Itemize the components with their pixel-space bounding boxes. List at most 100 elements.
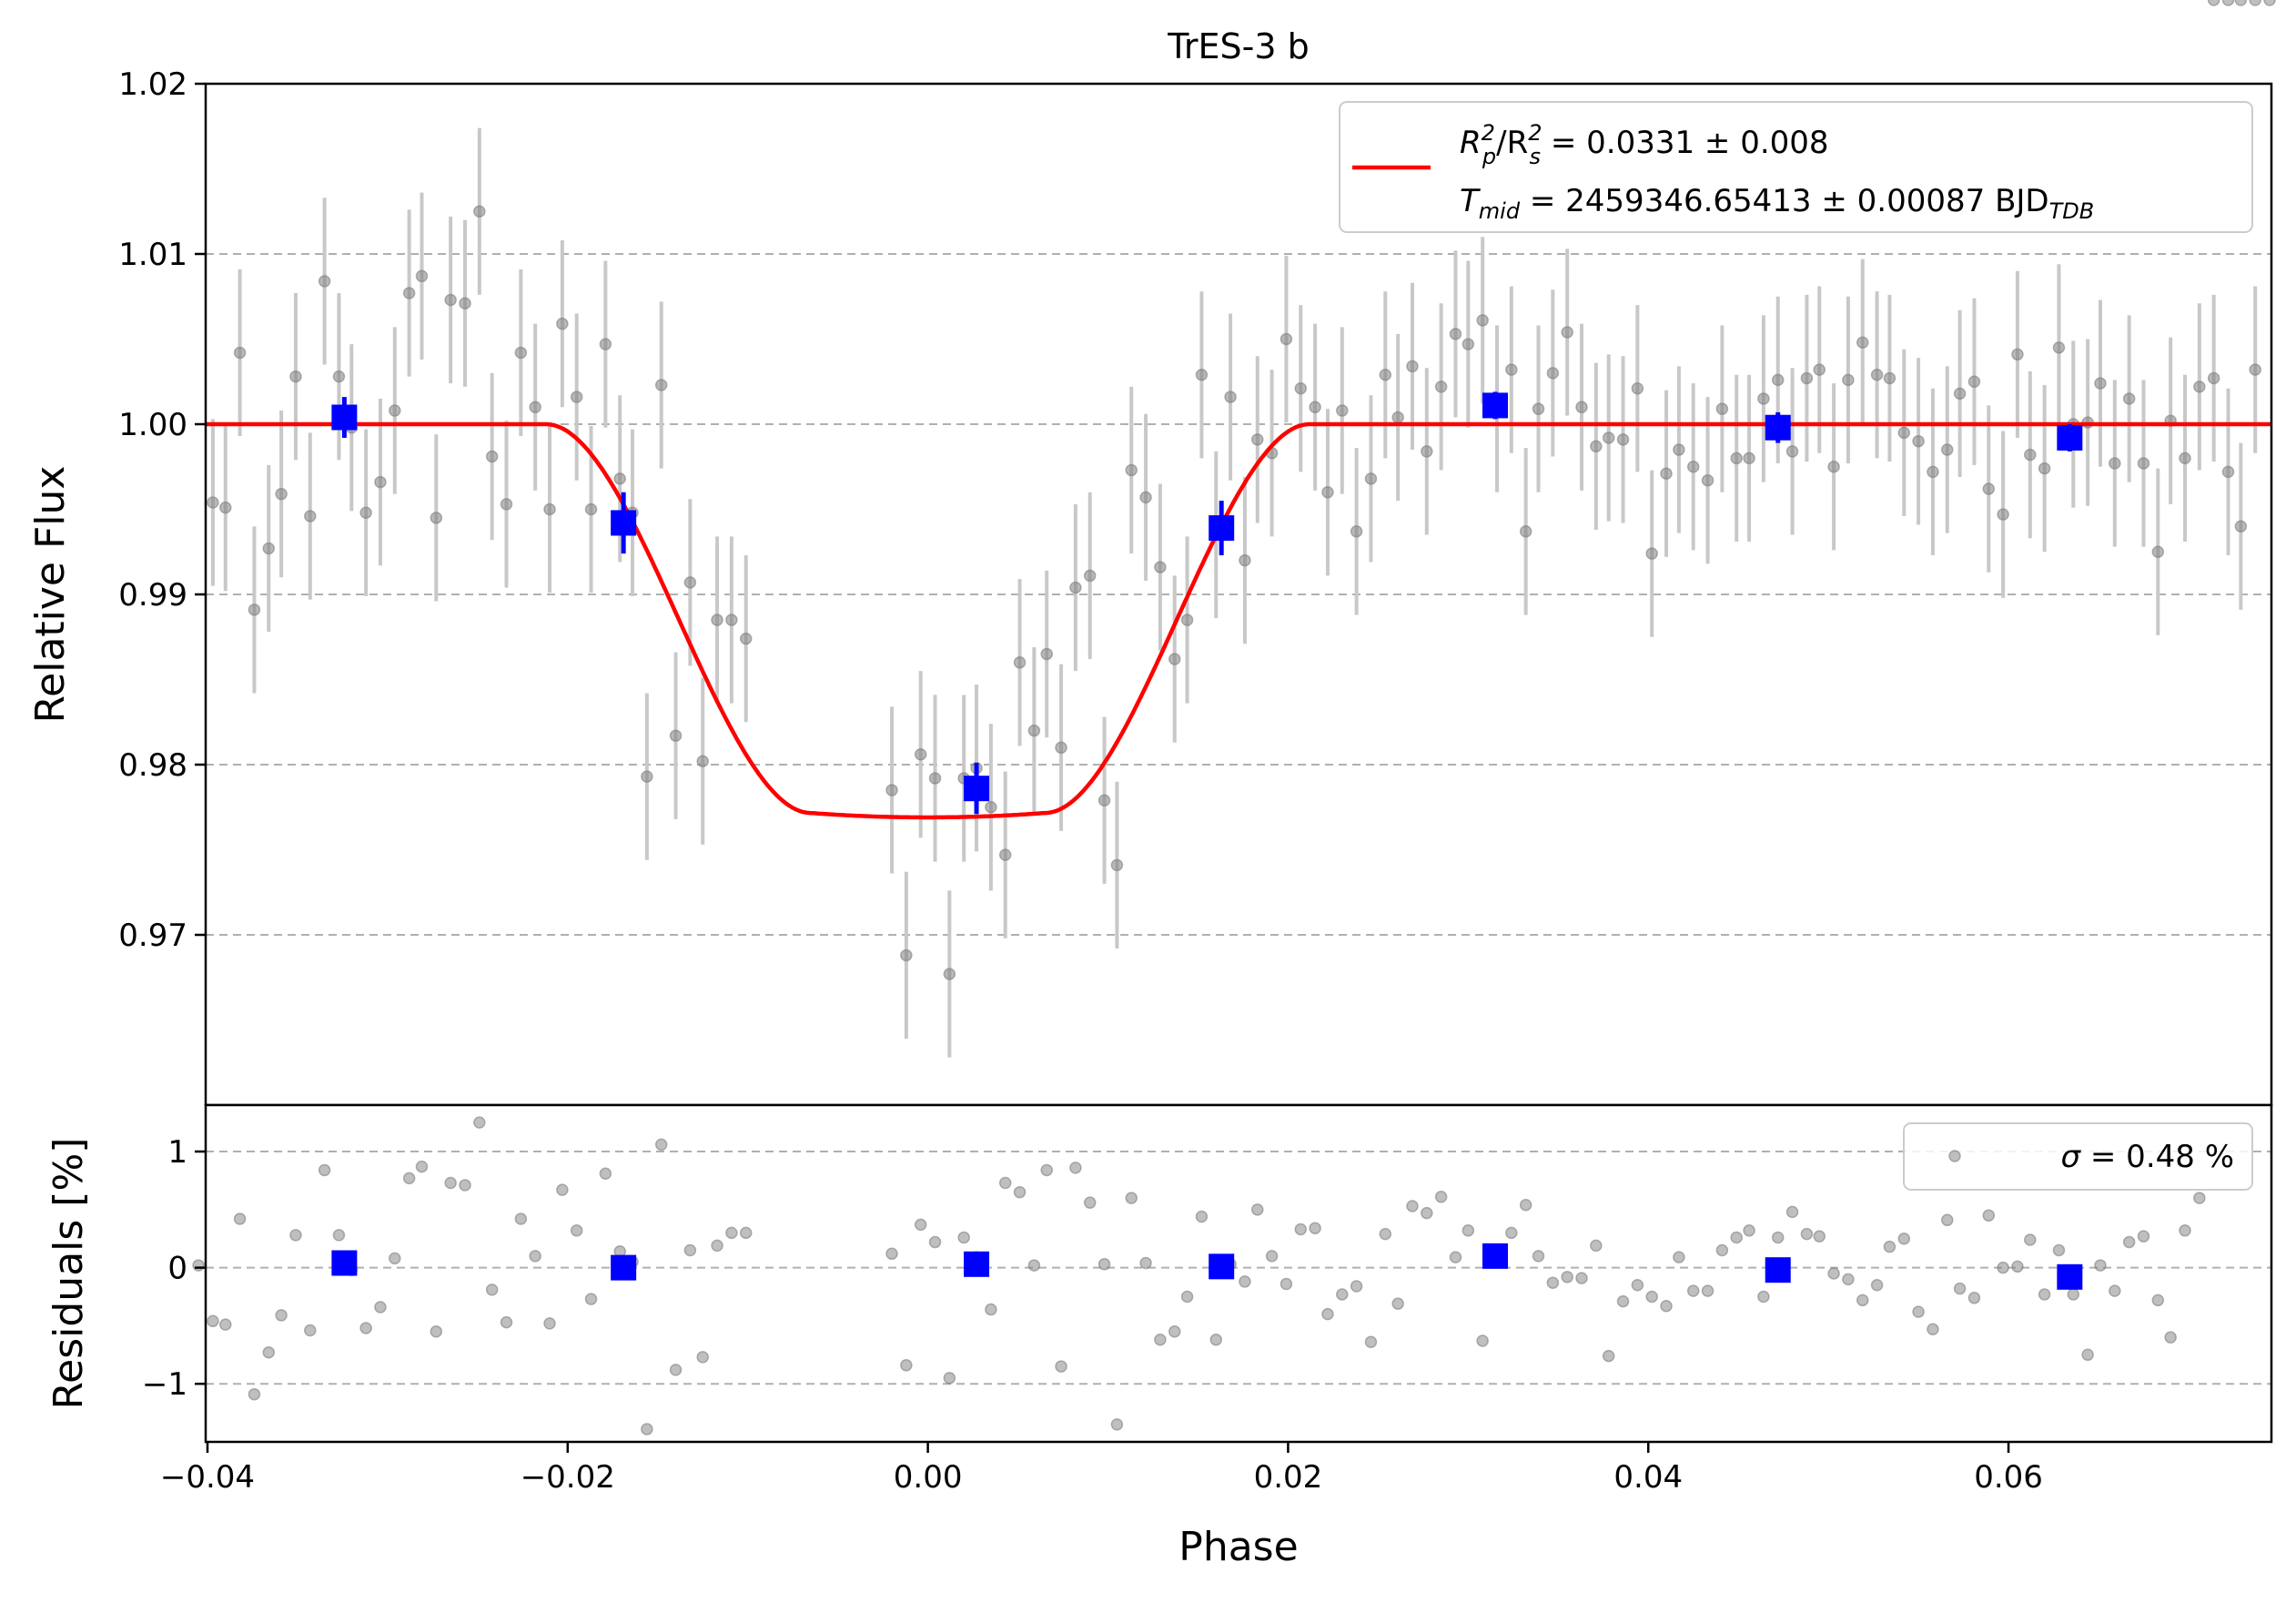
- raw-data-point: [1462, 338, 1475, 350]
- residual-point: [1660, 1299, 1673, 1313]
- residual-point: [1069, 1162, 1082, 1174]
- binned-data-point: [964, 776, 990, 802]
- residual-point: [900, 1359, 913, 1372]
- residual-point: [2179, 1224, 2191, 1237]
- main-y-tick-label: 0.99: [118, 577, 187, 614]
- residual-point: [1265, 1250, 1279, 1263]
- raw-data-point: [613, 472, 626, 485]
- residual-point: [1686, 1284, 1700, 1297]
- raw-data-point: [2011, 348, 2024, 361]
- raw-data-point: [683, 576, 697, 589]
- residual-point: [1842, 1273, 1855, 1286]
- raw-data-point: [1251, 433, 1264, 446]
- raw-data-point: [1532, 402, 1545, 415]
- raw-data-point: [1771, 373, 1785, 387]
- raw-data-point: [1602, 431, 1615, 444]
- residual-point: [1785, 1205, 1799, 1219]
- residual-point: [1097, 1258, 1111, 1271]
- raw-data-point: [514, 346, 528, 360]
- raw-data-point: [641, 770, 653, 783]
- residual-point: [1391, 1297, 1404, 1310]
- residual-point: [928, 1235, 942, 1249]
- residual-point: [1912, 1305, 1925, 1318]
- residual-point: [318, 1163, 331, 1177]
- residual-point: [514, 1212, 528, 1225]
- raw-data-point: [885, 784, 898, 796]
- residual-point: [1941, 1213, 1954, 1227]
- raw-data-point: [2179, 451, 2191, 465]
- residuals-legend-box: [1903, 1122, 2253, 1191]
- residual-point: [1575, 1272, 1588, 1284]
- raw-data-point: [1982, 482, 1996, 495]
- raw-data-point: [1701, 473, 1714, 487]
- raw-data-point: [1870, 369, 1884, 381]
- residual-point: [1743, 1224, 1755, 1237]
- raw-data-point: [1519, 525, 1532, 538]
- raw-data-point: [1686, 461, 1700, 473]
- raw-data-point: [654, 379, 668, 391]
- residual-point: [1364, 1335, 1378, 1349]
- binned-data-point: [331, 404, 358, 431]
- residual-point: [1350, 1280, 1363, 1293]
- raw-data-point: [485, 450, 499, 463]
- residual-point: [2109, 1284, 2121, 1297]
- raw-data-point: [289, 370, 302, 383]
- residual-point: [332, 1229, 346, 1242]
- residual-point: [2067, 1288, 2080, 1301]
- raw-data-point: [1195, 369, 1209, 381]
- x-tick-label: 0.04: [1613, 1459, 1683, 1496]
- raw-data-point: [1912, 434, 1925, 448]
- raw-data-point: [2249, 363, 2261, 376]
- raw-data-point: [1434, 380, 1448, 393]
- residual-point: [459, 1179, 471, 1192]
- raw-data-point: [1561, 326, 1573, 339]
- residual-point: [1757, 1290, 1770, 1304]
- residual-point: [1701, 1284, 1714, 1297]
- raw-data-point: [2151, 545, 2165, 558]
- residual-point: [500, 1315, 513, 1329]
- residual-point: [1125, 1192, 1138, 1204]
- raw-data-point: [1350, 525, 1363, 538]
- raw-data-point: [2234, 520, 2248, 533]
- raw-data-point: [1239, 553, 1251, 567]
- raw-data-point: [584, 502, 598, 516]
- raw-data-point: [1309, 401, 1321, 414]
- raw-data-point: [415, 269, 429, 283]
- raw-data-point: [1856, 336, 1869, 349]
- residual-point: [2249, 0, 2261, 6]
- residual-point: [1800, 1227, 1814, 1241]
- residual-point: [2024, 1233, 2037, 1246]
- residuals-legend: σ = 0.48 %: [1903, 1122, 2253, 1191]
- raw-data-point: [943, 968, 956, 980]
- residual-point: [248, 1387, 261, 1401]
- residual-point: [1195, 1210, 1209, 1223]
- raw-data-point: [1379, 369, 1392, 381]
- residual-point: [2052, 1243, 2066, 1257]
- raw-data-point: [1813, 363, 1826, 376]
- residual-point: [2221, 0, 2235, 6]
- raw-data-point: [1139, 491, 1152, 504]
- residual-point: [275, 1309, 288, 1322]
- raw-data-point: [1883, 371, 1896, 385]
- raw-data-point: [1827, 461, 1840, 473]
- raw-data-point: [1321, 486, 1334, 499]
- raw-data-point: [207, 496, 219, 509]
- raw-data-point: [233, 346, 247, 360]
- residuals-raw-points: [192, 0, 2276, 1436]
- residuals-y-tick-label: 1: [167, 1134, 187, 1171]
- legend-residual-marker: [1948, 1150, 1961, 1162]
- main-plot-area: [206, 84, 2271, 1105]
- raw-data-point: [529, 401, 541, 414]
- residual-binned-point: [1209, 1253, 1235, 1280]
- residual-point: [1561, 1271, 1573, 1283]
- raw-data-point: [1631, 381, 1644, 395]
- x-tick-label: 0.02: [1254, 1459, 1323, 1496]
- main-legend-box: [1339, 101, 2253, 233]
- residual-binned-point: [2057, 1263, 2083, 1290]
- residual-point: [1239, 1275, 1251, 1288]
- binned-data-point: [1482, 392, 1509, 419]
- transit-model-line: [206, 421, 2271, 820]
- residual-point: [914, 1218, 927, 1232]
- main-y-ticks: 0.97 0.98 0.99 1.00 1.01 1.02: [118, 66, 206, 954]
- residuals-binned-points: [331, 1243, 2083, 1290]
